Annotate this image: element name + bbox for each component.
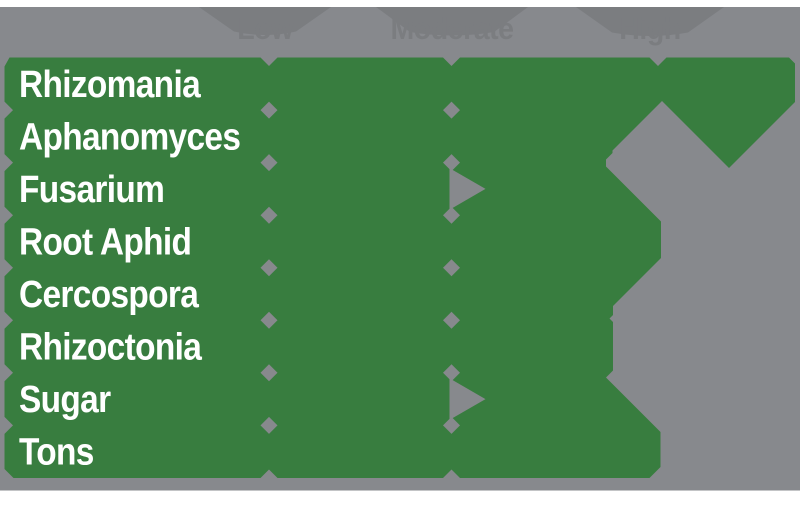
- row-label-tons: Tons: [19, 431, 94, 473]
- header-label-high: High: [619, 12, 680, 46]
- gridline-diamond: [260, 364, 278, 382]
- gridline-diamond: [260, 206, 278, 224]
- value-arrow-marker: [449, 168, 486, 210]
- gridline-diamond: [443, 101, 460, 119]
- marker-diamond: [443, 154, 460, 172]
- marker-diamond: [443, 364, 460, 382]
- marker-diamond: [443, 416, 460, 434]
- marker-diamond: [443, 206, 460, 224]
- row-label-rhizoctonia: Rhizoctonia: [19, 326, 203, 368]
- profile-area: [4, 57, 795, 478]
- header-label-low: Low: [237, 12, 294, 46]
- row-label-rhizomania: Rhizomania: [19, 63, 202, 105]
- header-disc-low: [199, 7, 331, 35]
- value-arrow-marker: [449, 378, 486, 420]
- gridline-diamond: [443, 259, 460, 277]
- gridline-diamond: [260, 416, 278, 434]
- header-disc-moderate: [376, 7, 528, 36]
- header-disc-high: [576, 7, 724, 36]
- gridline-diamond: [260, 101, 278, 119]
- gridline-diamond: [443, 311, 460, 329]
- header-label-moderate: Moderate: [390, 12, 513, 46]
- row-label-cercospora: Cercospora: [19, 273, 200, 315]
- row-label-root-aphid: Root Aphid: [19, 220, 191, 262]
- row-label-fusarium: Fusarium: [19, 168, 164, 210]
- row-label-sugar: Sugar: [19, 378, 111, 420]
- gridline-diamond: [260, 154, 278, 172]
- gridline-diamond: [260, 259, 278, 277]
- header-group: Low Moderate High: [199, 7, 724, 46]
- row-label-aphanomyces: Aphanomyces: [19, 115, 240, 157]
- gridline-diamond: [260, 311, 278, 329]
